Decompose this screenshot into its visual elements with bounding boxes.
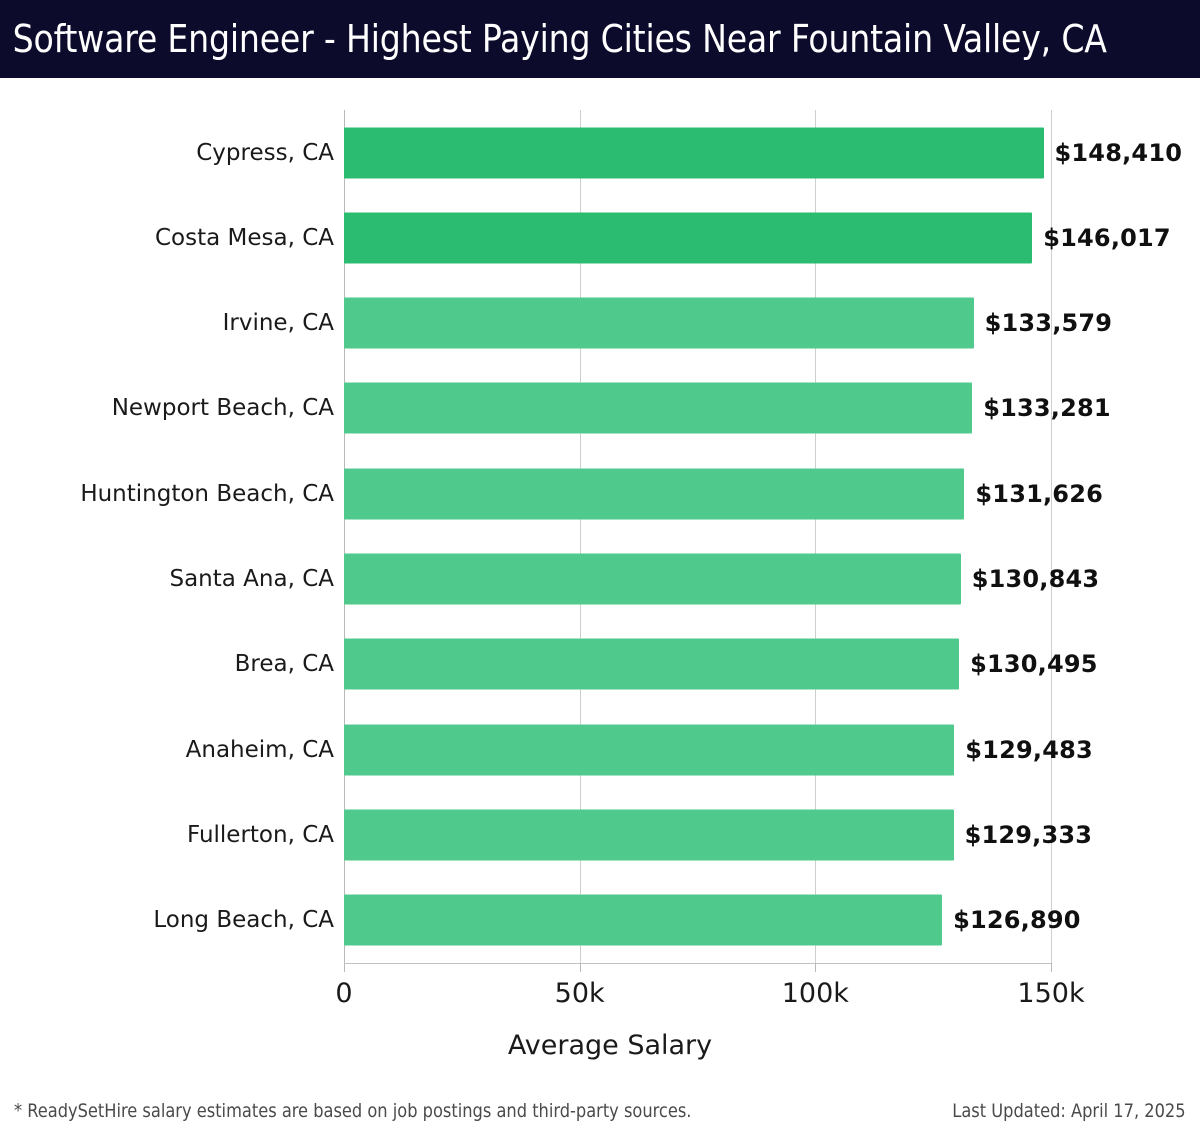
bar-row[interactable]: Long Beach, CA $126,890 <box>0 878 1200 963</box>
bar-value-label: $131,626 <box>975 479 1104 508</box>
bar-category-label: Long Beach, CA <box>153 907 334 934</box>
bar-value-label: $130,843 <box>971 565 1100 593</box>
page-title: Software Engineer - Highest Paying Citie… <box>12 17 1107 61</box>
bar-category-label: Fullerton, CA <box>186 821 334 848</box>
footer-disclaimer: * ReadySetHire salary estimates are base… <box>14 1100 692 1122</box>
bar-value-label: $126,890 <box>953 906 1081 935</box>
x-axis-tick-label: 50k <box>554 978 605 1009</box>
x-axis-title: Average Salary <box>0 1030 1200 1061</box>
bar[interactable] <box>344 894 943 946</box>
x-axis-tick-labels: 0 50k 100k 150k <box>0 978 1200 1018</box>
bar-category-label: Costa Mesa, CA <box>154 224 334 251</box>
bar-category-label: Huntington Beach, CA <box>80 480 334 507</box>
bar[interactable] <box>344 297 974 349</box>
bar-row[interactable]: Huntington Beach, CA $131,626 <box>0 451 1200 536</box>
bar-value-label: $148,410 <box>1054 138 1183 167</box>
chart-header-bar: Software Engineer - Highest Paying Citie… <box>0 0 1200 78</box>
bar-row[interactable]: Costa Mesa, CA $146,017 <box>0 195 1200 280</box>
x-axis-tick-label: 100k <box>781 978 849 1009</box>
bar[interactable] <box>344 382 973 434</box>
bar-value-label: $129,483 <box>965 735 1093 764</box>
bar-category-label: Cypress, CA <box>196 139 334 166</box>
chart-plot-area: Cypress, CA $148,410 Costa Mesa, CA $146,01… <box>0 78 1200 1140</box>
bar[interactable] <box>344 724 955 776</box>
bar-category-label: Anaheim, CA <box>185 736 334 763</box>
bar-value-label: $133,579 <box>984 309 1113 338</box>
bar-value-label: $146,017 <box>1043 223 1171 252</box>
bar-row[interactable]: Fullerton, CA $129,333 <box>0 792 1200 877</box>
x-axis-line <box>344 963 1051 964</box>
bar[interactable] <box>344 468 965 520</box>
bar[interactable] <box>344 638 960 690</box>
chart-footer: * ReadySetHire salary estimates are base… <box>0 1088 1200 1140</box>
bar-category-label: Newport Beach, CA <box>111 395 334 422</box>
bar-value-label: $133,281 <box>983 394 1111 423</box>
bar-category-label: Santa Ana, CA <box>169 566 334 592</box>
bar-category-label: Irvine, CA <box>222 310 334 337</box>
bars-layer: Cypress, CA $148,410 Costa Mesa, CA $146,01… <box>0 78 1200 1140</box>
bar[interactable] <box>344 553 961 605</box>
bar-value-label: $130,495 <box>970 650 1098 679</box>
x-axis-tick-label: 150k <box>1017 978 1085 1009</box>
x-axis-title-text: Average Salary <box>507 1030 713 1061</box>
footer-last-updated: Last Updated: April 17, 2025 <box>952 1100 1186 1122</box>
bar[interactable] <box>344 212 1033 264</box>
bar-row[interactable]: Newport Beach, CA $133,281 <box>0 366 1200 451</box>
bar-row[interactable]: Brea, CA $130,495 <box>0 622 1200 707</box>
bar-row[interactable]: Anaheim, CA $129,483 <box>0 707 1200 792</box>
x-axis-tick-label: 0 <box>335 978 353 1009</box>
bar[interactable] <box>344 809 954 861</box>
bar-row[interactable]: Cypress, CA $148,410 <box>0 110 1200 195</box>
bar-row[interactable]: Santa Ana, CA $130,843 <box>0 537 1200 622</box>
bar[interactable] <box>344 127 1044 178</box>
bar-category-label: Brea, CA <box>234 651 334 678</box>
bar-row[interactable]: Irvine, CA $133,579 <box>0 281 1200 366</box>
bar-value-label: $129,333 <box>964 820 1093 849</box>
